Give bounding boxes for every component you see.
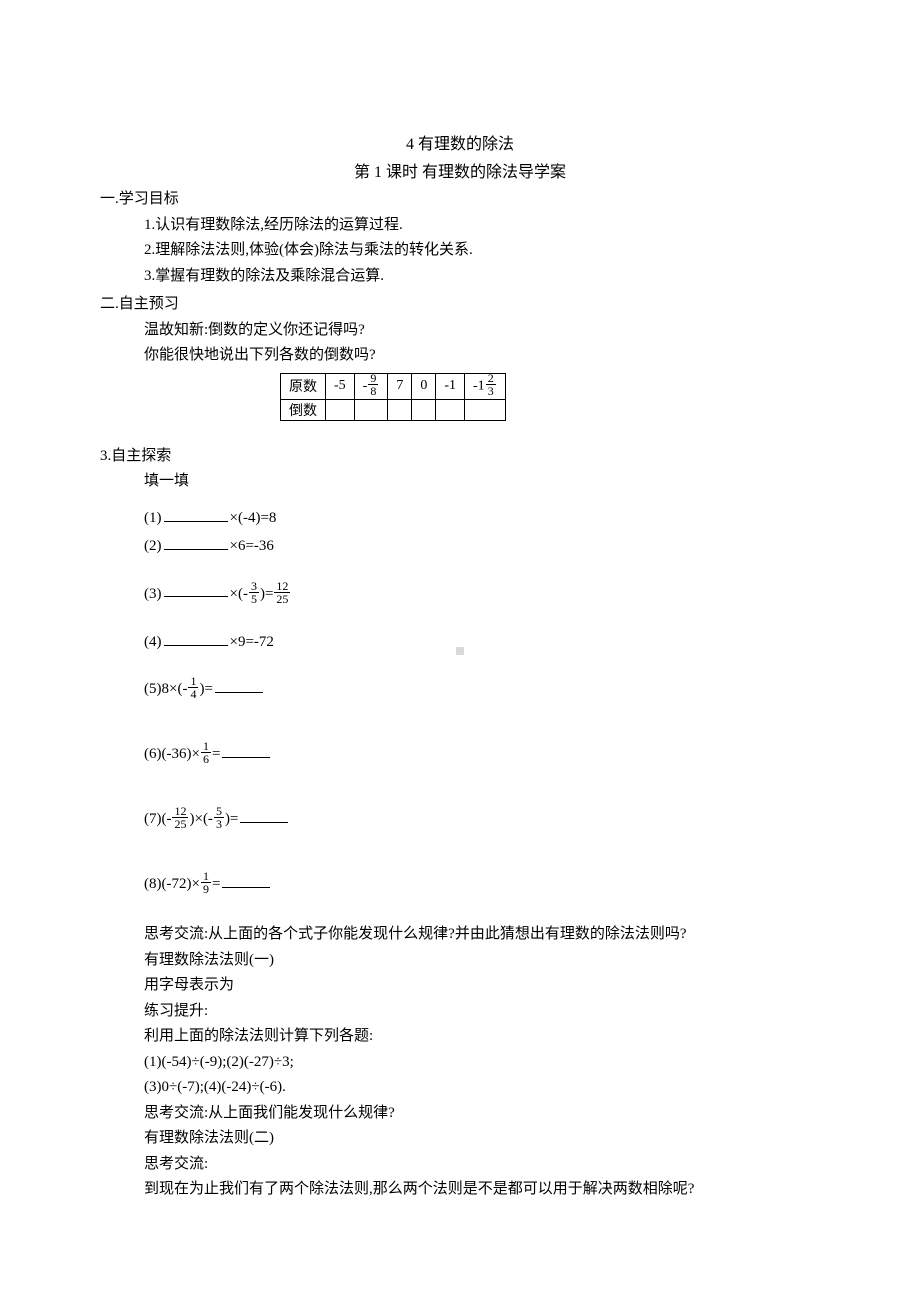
title-line-1: 4 有理数的除法 xyxy=(100,130,820,154)
practice-1: (1)(-54)÷(-9);(2)(-27)÷3; xyxy=(144,1051,820,1074)
cell: -5 xyxy=(326,373,355,399)
goal-1: 1.认识有理数除法,经历除法的运算过程. xyxy=(144,214,820,237)
title-text-1: 有理数的除法 xyxy=(418,136,514,153)
blank xyxy=(164,535,228,550)
fill-item-1: (1)×(-4)=8 xyxy=(144,507,820,530)
cell: -1 xyxy=(436,373,465,399)
rule-2: 有理数除法法则(二) xyxy=(144,1127,820,1150)
think-2: 思考交流:从上面我们能发现什么规律? xyxy=(144,1102,820,1125)
subtitle-mid: 课时 xyxy=(386,164,418,181)
practice-2: (3)0÷(-7);(4)(-24)÷(-6). xyxy=(144,1076,820,1099)
blank xyxy=(164,631,228,646)
table-row: 倒数 xyxy=(281,399,506,420)
think-1: 思考交流:从上面的各个式子你能发现什么规律?并由此猜想出有理数的除法法则吗? xyxy=(144,923,820,946)
practice-label: 练习提升: xyxy=(144,1000,820,1023)
practice-intro: 利用上面的除法法则计算下列各题: xyxy=(144,1025,820,1048)
subtitle-prefix: 第 xyxy=(354,164,370,181)
reciprocal-table: 原数 -5 -98 7 0 -1 -123 倒数 xyxy=(280,373,506,421)
cell: -123 xyxy=(465,373,506,399)
title-line-2: 第 1 课时 有理数的除法导学案 xyxy=(100,158,820,182)
letter-form: 用字母表示为 xyxy=(144,974,820,997)
cell: 0 xyxy=(412,373,436,399)
cell xyxy=(326,399,355,420)
rule-1: 有理数除法法则(一) xyxy=(144,949,820,972)
think-3: 思考交流: xyxy=(144,1153,820,1176)
fill-item-2: (2)×6=-36 xyxy=(144,535,820,558)
section-2: 二.自主预习 温故知新:倒数的定义你还记得吗? 你能很快地说出下列各数的倒数吗?… xyxy=(100,293,820,421)
review-line-1: 温故知新:倒数的定义你还记得吗? xyxy=(144,319,820,342)
cell xyxy=(412,399,436,420)
blank xyxy=(164,507,228,522)
section-1-heading: 一.学习目标 xyxy=(100,188,820,211)
fill-item-3: (3)×(-35)=1225 xyxy=(144,582,820,607)
cell: -98 xyxy=(354,373,388,399)
section-2-heading: 二.自主预习 xyxy=(100,293,820,316)
section-1: 一.学习目标 1.认识有理数除法,经历除法的运算过程. 2.理解除法法则,体验(… xyxy=(100,188,820,287)
final-question: 到现在为止我们有了两个除法法则,那么两个法则是不是都可以用于解决两数相除呢? xyxy=(144,1178,820,1201)
blank xyxy=(222,873,270,888)
title-number: 4 xyxy=(406,136,414,153)
row1-label: 原数 xyxy=(281,373,326,399)
watermark-dot xyxy=(456,647,464,655)
cell xyxy=(465,399,506,420)
blank xyxy=(240,808,288,823)
fill-item-7: (7)(-1225)×(-53)= xyxy=(144,807,820,832)
fill-item-4: (4)×9=-72 xyxy=(144,631,820,654)
cell xyxy=(388,399,412,420)
blank xyxy=(164,582,228,597)
blank xyxy=(222,743,270,758)
row2-label: 倒数 xyxy=(281,399,326,420)
fill-item-8: (8)(-72)×19= xyxy=(144,872,820,897)
document-page: 4 有理数的除法 第 1 课时 有理数的除法导学案 一.学习目标 1.认识有理数… xyxy=(0,0,920,1264)
cell xyxy=(436,399,465,420)
goal-2: 2.理解除法法则,体验(体会)除法与乘法的转化关系. xyxy=(144,239,820,262)
fill-item-5: (5)8×(-14)= xyxy=(144,677,820,702)
subtitle-number: 1 xyxy=(374,164,382,181)
cell xyxy=(354,399,388,420)
section-3-heading: 3.自主探索 xyxy=(100,445,820,468)
section-3: 3.自主探索 填一填 (1)×(-4)=8 (2)×6=-36 (3)×(-35… xyxy=(100,445,820,1201)
table-row: 原数 -5 -98 7 0 -1 -123 xyxy=(281,373,506,399)
fill-label: 填一填 xyxy=(144,470,820,493)
cell: 7 xyxy=(388,373,412,399)
subtitle-text: 有理数的除法导学案 xyxy=(422,164,566,181)
goal-3: 3.掌握有理数的除法及乘除混合运算. xyxy=(144,265,820,288)
blank xyxy=(215,678,263,693)
fill-item-6: (6)(-36)×16= xyxy=(144,742,820,767)
review-line-2: 你能很快地说出下列各数的倒数吗? xyxy=(144,344,820,367)
